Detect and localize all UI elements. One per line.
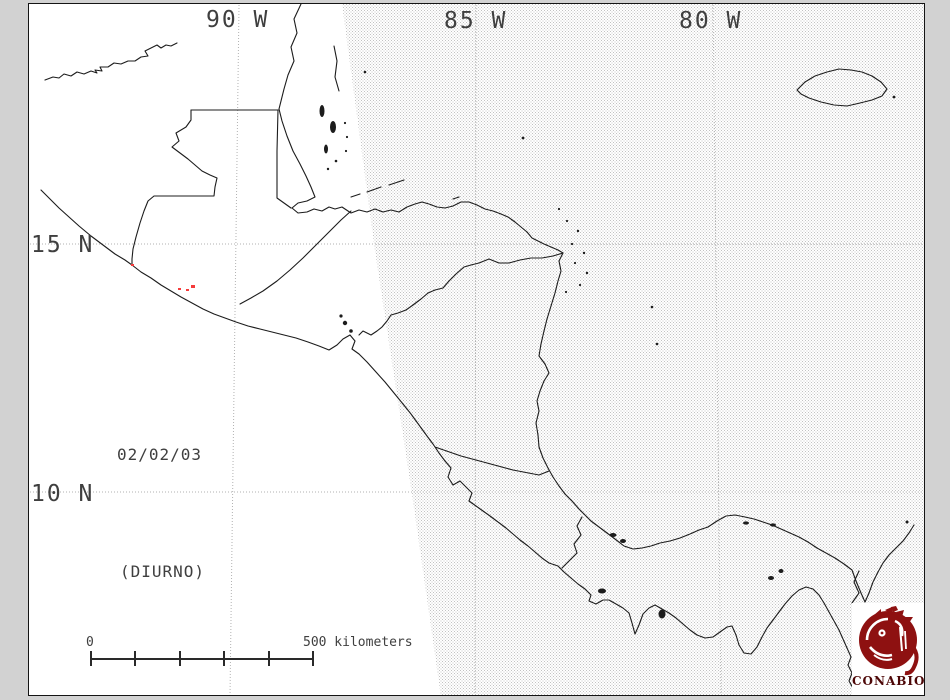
fire-point xyxy=(131,264,134,266)
island-specks xyxy=(319,70,909,619)
basemap-svg xyxy=(30,4,924,695)
lat-label-15n: 15 N xyxy=(31,232,95,258)
mode-label: (DIURNO) xyxy=(120,562,206,581)
night-region xyxy=(342,4,924,695)
coastlines xyxy=(40,4,915,695)
lon-label-80w: 80 W xyxy=(679,8,743,34)
conabio-logo-text: CONABIO xyxy=(852,674,925,688)
scale-bar xyxy=(90,651,314,666)
fire-point xyxy=(178,288,181,290)
fire-point xyxy=(186,289,189,291)
lon-label-90w: 90 W xyxy=(206,7,270,33)
scale-end-label: 500 kilometers xyxy=(303,635,413,650)
conabio-emblem-icon xyxy=(859,606,919,676)
lon-label-85w: 85 W xyxy=(444,8,508,34)
scale-start-label: 0 xyxy=(86,635,94,650)
date-label: 02/02/03 xyxy=(117,445,203,464)
lat-label-10n: 10 N xyxy=(31,481,95,507)
conabio-logo: CONABIO xyxy=(852,603,924,695)
map-canvas: 90 W 85 W 80 W 15 N 10 N 02/02/03 (DIURN… xyxy=(28,3,925,696)
fire-hotspots xyxy=(131,264,195,291)
graticule xyxy=(30,4,924,695)
fire-point xyxy=(191,285,195,288)
